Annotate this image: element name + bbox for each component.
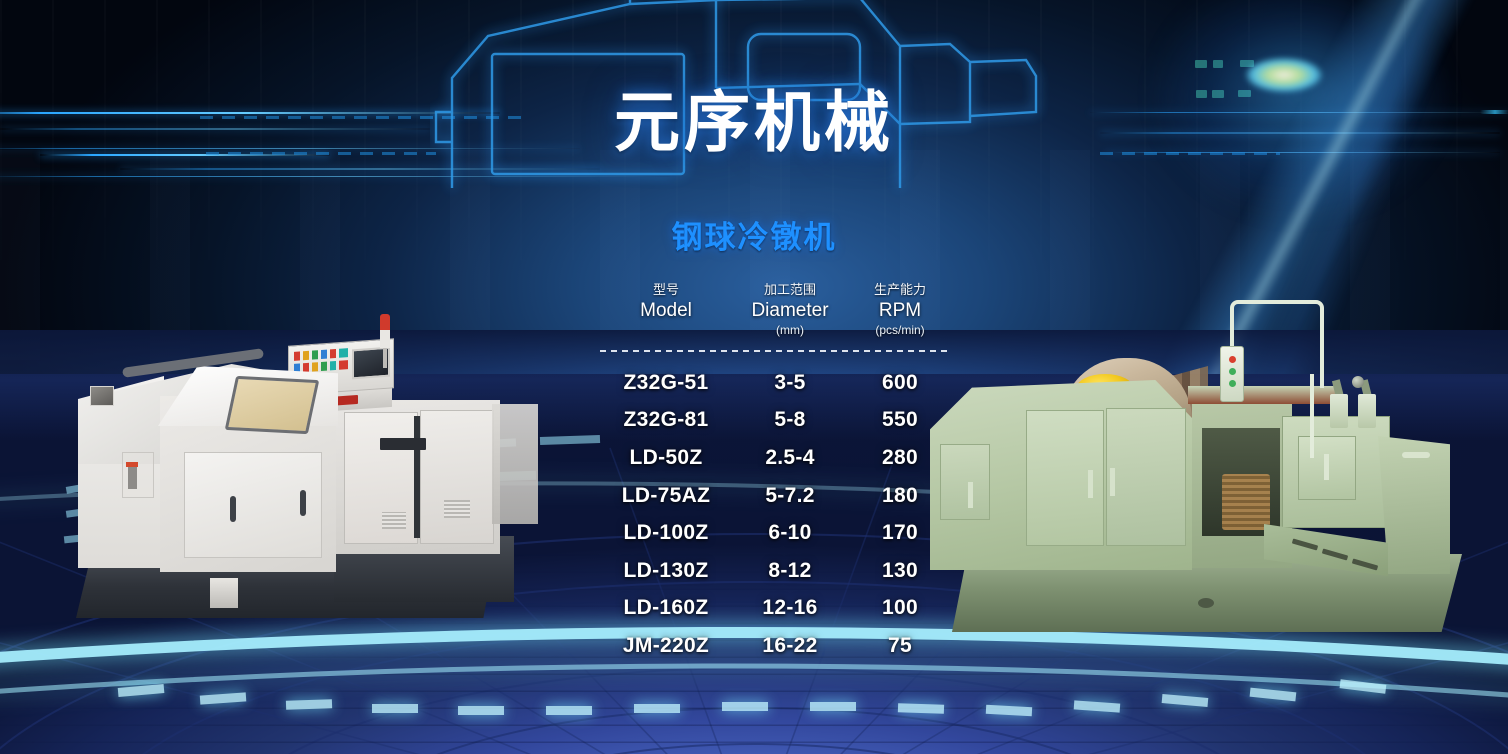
machine-right-handle-3 xyxy=(968,482,973,508)
machine-right-handle-5 xyxy=(1402,452,1430,458)
spec-table-row: LD-100Z 6-10 170 xyxy=(598,514,954,552)
cold-heading-machine-left xyxy=(62,300,538,640)
spec-cell-diameter: 5-8 xyxy=(774,408,806,432)
machine-left-front-door xyxy=(184,452,322,558)
spec-cell-rpm: 180 xyxy=(882,483,918,507)
machine-right-handle-2 xyxy=(1110,468,1115,496)
spec-cell-model: Z32G-51 xyxy=(623,370,709,394)
cold-heading-machine-right xyxy=(930,300,1490,648)
machine-left-rear-unit xyxy=(492,404,538,524)
machine-left-door-handle-2 xyxy=(300,490,306,516)
spec-header-model-en: Model xyxy=(640,300,692,321)
spec-header-rpm-cn: 生产能力 xyxy=(873,282,926,297)
spec-table-body: Z32G-51 3-5 600 Z32G-81 5-8 550 LD-50Z 2.5-4 280… xyxy=(598,364,954,665)
spec-cell-rpm: 280 xyxy=(882,445,918,469)
machine-left-label-plate xyxy=(90,386,114,406)
spec-cell-rpm: 600 xyxy=(882,370,918,394)
spec-header-diameter: 加工范围 Diameter (mm) xyxy=(734,281,846,338)
machine-right-gantry-leg xyxy=(1310,374,1314,458)
spec-cell-rpm: 130 xyxy=(882,558,918,582)
machine-right-door-2 xyxy=(1106,408,1186,546)
spec-header-rpm-unit: (pcs/min) xyxy=(875,323,925,337)
machine-left-cabinet-hinge xyxy=(414,416,420,538)
spec-header-rpm-en: RPM xyxy=(878,300,922,321)
spec-cell-rpm: 75 xyxy=(888,633,912,657)
machine-right-handle-1 xyxy=(1088,470,1093,498)
machine-right-base-hole xyxy=(1198,598,1214,608)
spec-cell-diameter: 2.5-4 xyxy=(765,445,815,469)
spec-header-diameter-en: Diameter xyxy=(751,300,829,321)
spec-table-row: JM-220Z 16-22 75 xyxy=(598,627,954,665)
spec-cell-diameter: 6-10 xyxy=(768,521,812,545)
spec-cell-model: JM-220Z xyxy=(622,633,710,657)
spec-cell-rpm: 550 xyxy=(882,408,918,432)
machine-left-foot-bracket xyxy=(210,578,238,608)
machine-right-pendant-button-jog xyxy=(1229,380,1236,387)
spec-table-header-row: 型号 Model 加工范围 Diameter (mm) 生产能力 RPM (pc… xyxy=(598,281,954,338)
spec-cell-diameter: 8-12 xyxy=(768,558,812,582)
machine-right-handle-4 xyxy=(1324,454,1329,480)
machine-left-valve-body xyxy=(128,467,137,489)
spec-cell-model: LD-75AZ xyxy=(621,483,711,507)
spec-cell-diameter: 16-22 xyxy=(762,633,818,657)
spec-header-model-cn: 型号 xyxy=(652,282,679,297)
machine-right-side-door xyxy=(940,444,990,520)
machine-right-gantry-arm xyxy=(1230,300,1324,388)
spec-table-row: LD-130Z 8-12 130 xyxy=(598,552,954,590)
machine-left-signal-tower-pole xyxy=(383,348,387,368)
spec-cell-rpm: 100 xyxy=(882,596,918,620)
machine-right-tail-housing xyxy=(1378,436,1450,574)
machine-left-signal-tower-light xyxy=(380,314,390,348)
spec-table-header: 型号 Model 加工范围 Diameter (mm) 生产能力 RPM (pc… xyxy=(598,281,954,338)
machine-left-nameplate xyxy=(380,438,426,450)
machine-right-pendant-button-stop xyxy=(1229,356,1236,363)
spec-cell-diameter: 5-7.2 xyxy=(765,483,815,507)
spec-header-diameter-unit: (mm) xyxy=(776,323,804,337)
machine-left-valve-red xyxy=(126,462,138,467)
spec-table-divider xyxy=(600,350,950,352)
spec-header-rpm: 生产能力 RPM (pcs/min) xyxy=(846,281,954,338)
spec-cell-model: Z32G-81 xyxy=(623,408,709,432)
spec-cell-model: LD-100Z xyxy=(623,521,709,545)
spec-table-row: LD-50Z 2.5-4 280 xyxy=(598,439,954,477)
machine-left-vent-grille-1 xyxy=(444,500,470,518)
spec-cell-diameter: 12-16 xyxy=(762,596,818,620)
spec-cell-diameter: 3-5 xyxy=(774,370,806,394)
spec-table-row: Z32G-51 3-5 600 xyxy=(598,364,954,402)
spec-header-model: 型号 Model xyxy=(598,281,734,338)
machine-right-tool-holder-1 xyxy=(1330,394,1348,428)
spec-header-diameter-cn: 加工范围 xyxy=(763,282,816,297)
machine-right-pendant-button-start xyxy=(1229,368,1236,375)
spec-table-row: LD-160Z 12-16 100 xyxy=(598,590,954,628)
machine-right-pendulum-weight xyxy=(1352,376,1364,388)
spec-cell-model: LD-160Z xyxy=(623,596,709,620)
machine-left-cabinet-door-2 xyxy=(420,410,494,544)
machine-left-vent-grille-2 xyxy=(382,512,406,529)
machine-right-tool-holder-2 xyxy=(1358,394,1376,428)
page-subtitle: 钢球冷镦机 xyxy=(671,220,837,255)
machine-right-copper-coils xyxy=(1222,474,1270,530)
spec-cell-rpm: 170 xyxy=(882,521,918,545)
spec-cell-model: LD-130Z xyxy=(623,558,709,582)
spec-table-row: LD-75AZ 5-7.2 180 xyxy=(598,477,954,515)
machine-left-valve-panel xyxy=(122,452,154,498)
spec-table-row: Z32G-81 5-8 550 xyxy=(598,402,954,440)
page-title: 元序机械 xyxy=(614,85,894,159)
spec-cell-model: LD-50Z xyxy=(629,445,703,469)
machine-left-door-handle-1 xyxy=(230,496,236,522)
lens-flare-core-icon xyxy=(1246,58,1322,92)
